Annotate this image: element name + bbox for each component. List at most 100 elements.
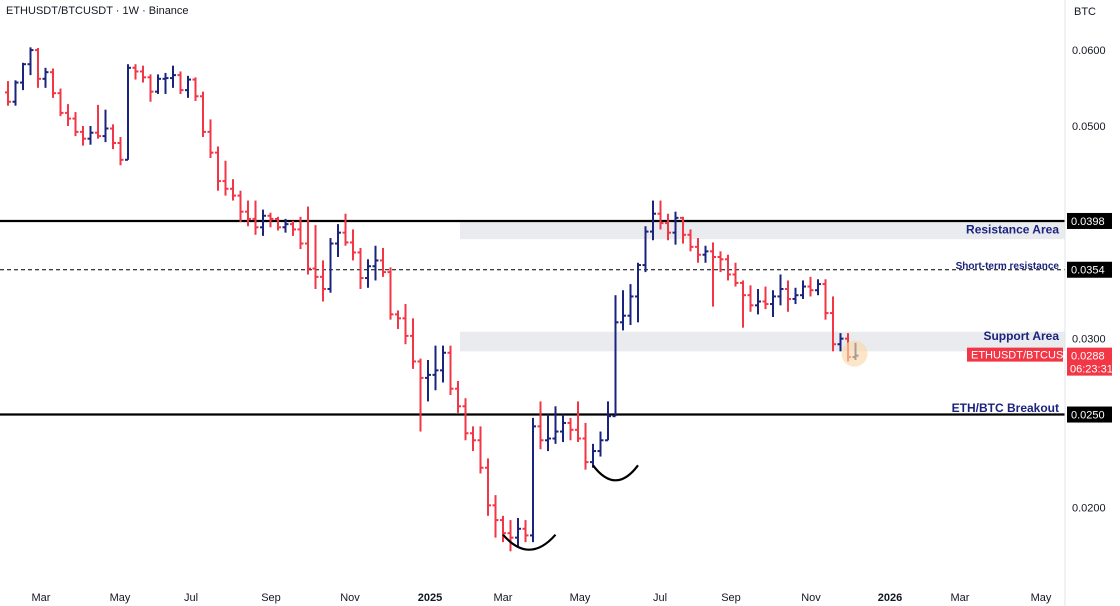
resistance-area-label: Resistance Area [966,222,1059,236]
resistance-zone [460,220,1065,240]
ohlc-bar [777,274,784,306]
ohlc-bar [267,212,274,228]
ohlc-bar [102,109,109,143]
zones-layer [460,220,1065,352]
symbol-title: ETHUSDT/BTCUSDT · 1W · Binance [6,5,189,17]
support-area-label: Support Area [983,329,1059,343]
ohlc-bar [567,417,574,441]
time-axis[interactable]: Mar May Jul Sep Nov 2025 Mar May Jul Sep Nov 2026 Ma… [32,592,1052,604]
price-tick: 0.0500 [1072,121,1106,133]
ohlc-bar [432,345,439,391]
ohlc-bar [117,136,124,166]
symbol-tag [967,347,1063,362]
ohlc-bar [470,426,476,452]
ohlc-bar [125,64,131,161]
ohlc-bar [522,520,529,543]
ohlc-bar [237,190,244,223]
ohlc-bar [665,213,671,241]
ohlc-bar [20,62,26,91]
time-tick: Sep [261,592,281,604]
eth-btc-breakout-label: ETH/BTC Breakout [952,401,1059,415]
ohlc-bar [42,67,49,88]
ohlc-bar [297,216,304,250]
ohlc-bar [80,125,86,146]
time-tick: Nov [340,592,360,604]
ohlc-bar [747,285,754,312]
ohlc-bar [635,262,641,323]
ohlc-bar [290,220,296,236]
annotations-layer: Resistance Area Short-term resistance Supp… [952,222,1060,415]
symbol-tag-label: ETHUSDT/BTCUSDT [971,350,1078,362]
price-badges: 0.03980.03540.0250ETHUSDT/BTCUSDT0.02880… [967,212,1113,423]
ohlc-bar [147,74,154,102]
time-tick: May [570,592,591,604]
ohlc-bar [327,238,334,293]
ohlc-bar [200,91,206,137]
time-tick: 2025 [418,592,442,604]
ohlc-bar [695,238,701,263]
ohlc-bar [282,218,289,233]
ohlc-bar [552,406,559,444]
ohlc-bar [597,431,604,457]
ohlc-bar [762,286,769,310]
ohlc-bar [155,74,161,94]
ohlc-bar [485,458,491,516]
short-term-badge-label: 0.0354 [1071,265,1105,277]
ohlc-bar [5,81,11,106]
ohlc-bar [837,333,844,352]
ohlc-bar [477,426,484,474]
ohlc-bar [537,401,544,450]
short-term-resistance-label: Short-term resistance [956,261,1060,272]
ohlc-bar [365,259,371,288]
ohlc-bar [492,495,499,538]
ohlc-bar [230,179,236,201]
ohlc-bar [740,280,746,328]
ohlc-bar [717,251,724,273]
current-price-badge [1067,347,1112,376]
ohlc-bar [672,211,679,245]
ohlc-bar [215,146,221,191]
ohlc-bar [95,104,101,139]
ohlc-bar [530,417,536,543]
price-tick: 0.0300 [1072,334,1106,346]
ohlc-bar [132,64,139,80]
breakout-badge-label: 0.0250 [1071,410,1105,422]
resistance-badge [1067,212,1112,229]
ohlc-bar [807,276,814,297]
ohlc-bar [402,304,409,345]
ohlc-bar [680,216,686,244]
bottom-curve-1 [502,533,557,551]
time-tick: May [1031,592,1052,604]
ohlc-bar [140,65,146,83]
ohlc-bar [417,358,424,432]
ohlc-bars [5,47,859,552]
ohlc-bar [732,262,739,287]
ohlc-bar [815,279,821,296]
resistance-badge-label: 0.0398 [1071,216,1105,228]
time-tick: Jul [184,592,198,604]
ohlc-bar [702,245,709,263]
ohlc-bar [440,345,446,383]
ohlc-bar [57,88,64,117]
ohlc-bar [12,80,19,106]
ohlc-bar [425,359,431,402]
ohlc-bar [260,209,266,236]
time-tick: Mar [494,592,513,604]
ohlc-bar [830,296,836,352]
ohlc-bar [395,310,401,330]
ohlc-bar [320,260,326,302]
ohlc-bar [252,200,259,235]
ohlc-bar [515,517,521,547]
ohlc-bar [605,401,611,442]
ohlc-bar [612,295,619,418]
ohlc-bar [410,318,416,369]
ohlc-bar [357,247,364,289]
ohlc-bar [110,124,116,150]
ohlc-bar [657,200,664,230]
price-tick: 0.0200 [1072,502,1106,514]
ohlc-bar [755,288,761,315]
ohlc-bar [50,68,56,98]
price-axis[interactable]: 0.0600 0.0500 0.0300 0.0200 [1072,45,1106,514]
time-tick: Sep [721,592,741,604]
